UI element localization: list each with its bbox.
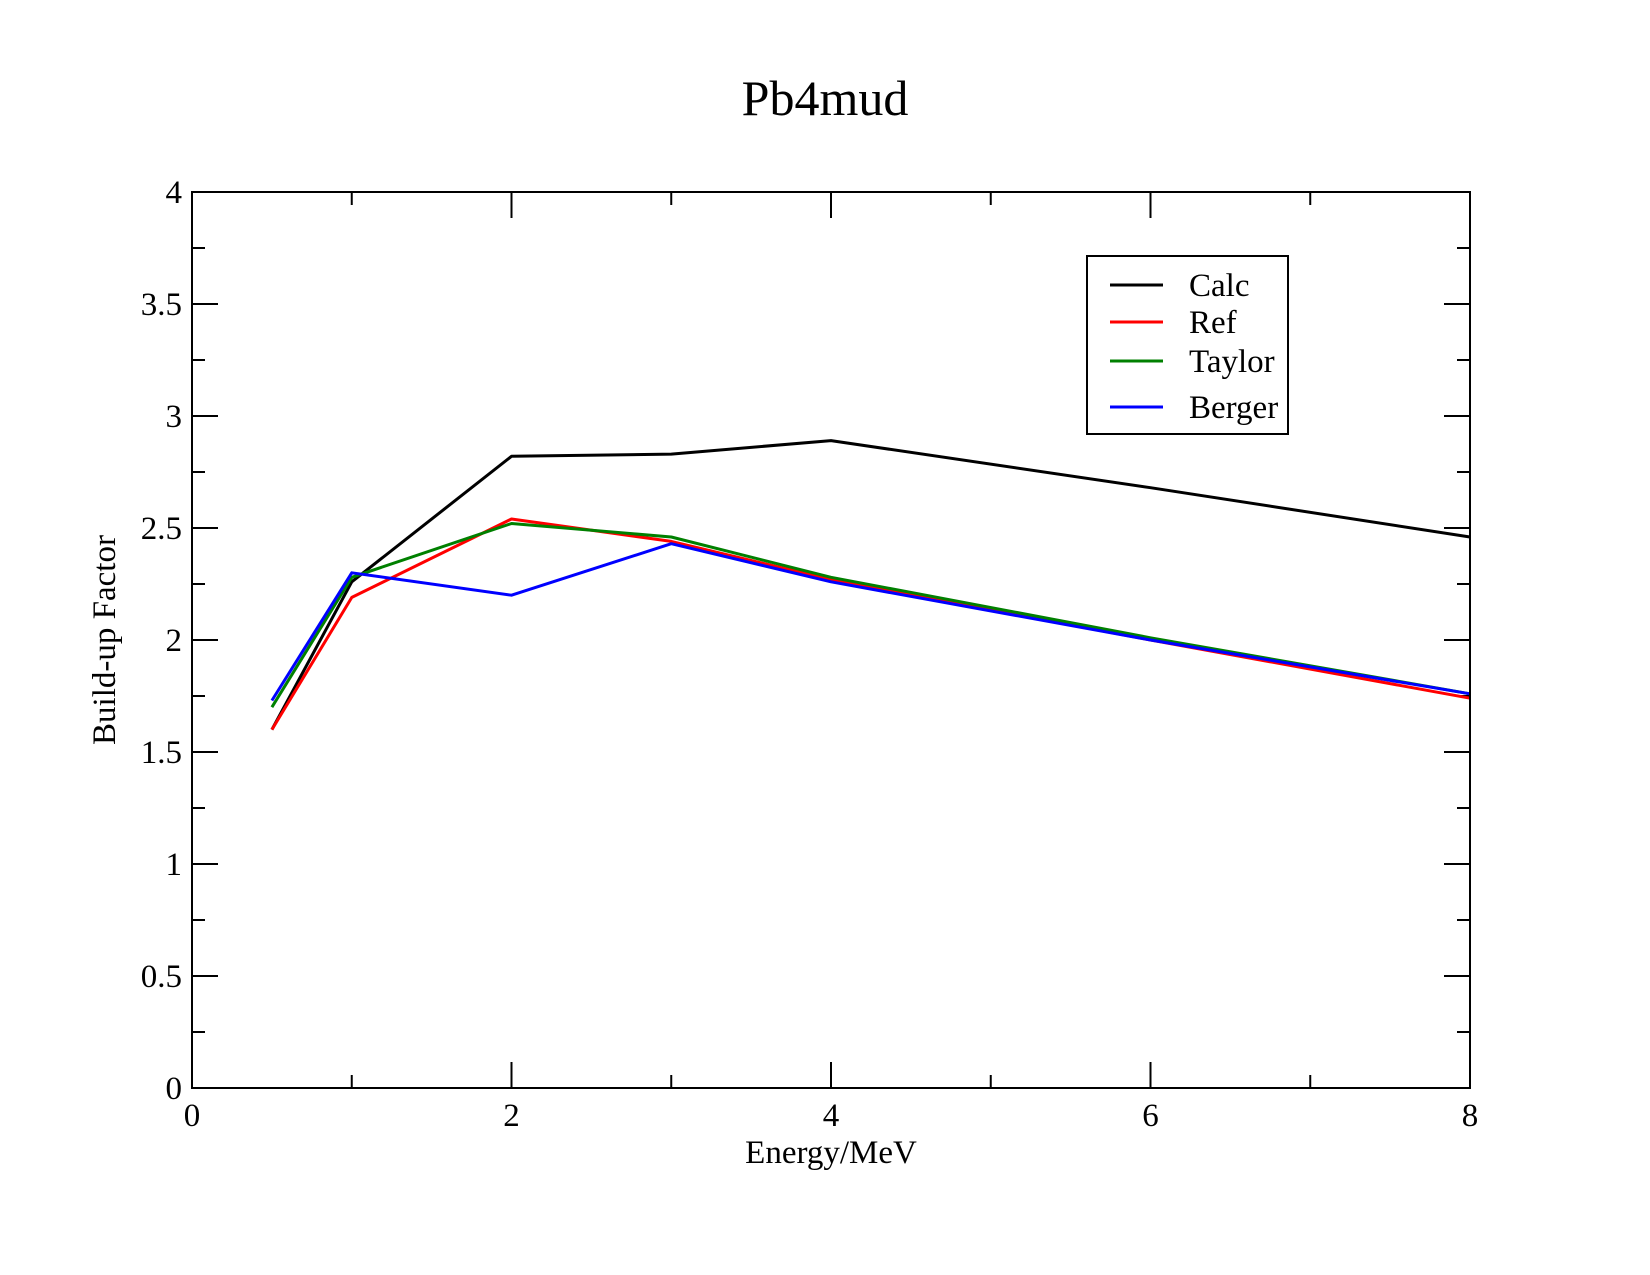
x-tick-labels: 0 2 4 6 8 — [184, 1098, 1479, 1134]
y-tick-label: 1 — [166, 847, 183, 883]
y-tick-label: 3.5 — [141, 287, 182, 323]
legend-label-berger: Berger — [1189, 390, 1278, 426]
series-line-calc — [270, 439, 1471, 731]
series-lines — [270, 439, 1471, 731]
series-line-taylor — [270, 522, 1471, 708]
x-tick-label: 4 — [823, 1098, 840, 1134]
y-tick-label: 0 — [166, 1071, 183, 1107]
y-tick-label: 2.5 — [141, 511, 182, 547]
series-line-ref — [270, 517, 1471, 731]
legend-label-ref: Ref — [1189, 305, 1237, 341]
y-axis-title: Build-up Factor — [87, 535, 123, 745]
x-tick-label: 8 — [1462, 1098, 1479, 1134]
legend-label-calc: Calc — [1189, 268, 1249, 304]
y-tick-label: 4 — [166, 175, 183, 211]
y-tick-label: 1.5 — [141, 735, 182, 771]
x-axis-title: Energy/MeV — [745, 1135, 917, 1171]
legend-label-taylor: Taylor — [1189, 344, 1275, 380]
chart-title: Pb4mud — [742, 70, 909, 126]
plot-frame — [191, 191, 1471, 1089]
series-line-berger — [270, 542, 1471, 702]
x-tick-label: 0 — [184, 1098, 201, 1134]
x-tick-label: 2 — [503, 1098, 520, 1134]
y-tick-label: 2 — [166, 623, 183, 659]
y-tick-label: 0.5 — [141, 959, 182, 995]
y-tick-labels: 0 0.5 1 1.5 2 2.5 3 3.5 4 — [141, 175, 182, 1107]
x-tick-label: 6 — [1142, 1098, 1159, 1134]
y-tick-label: 3 — [166, 399, 183, 435]
